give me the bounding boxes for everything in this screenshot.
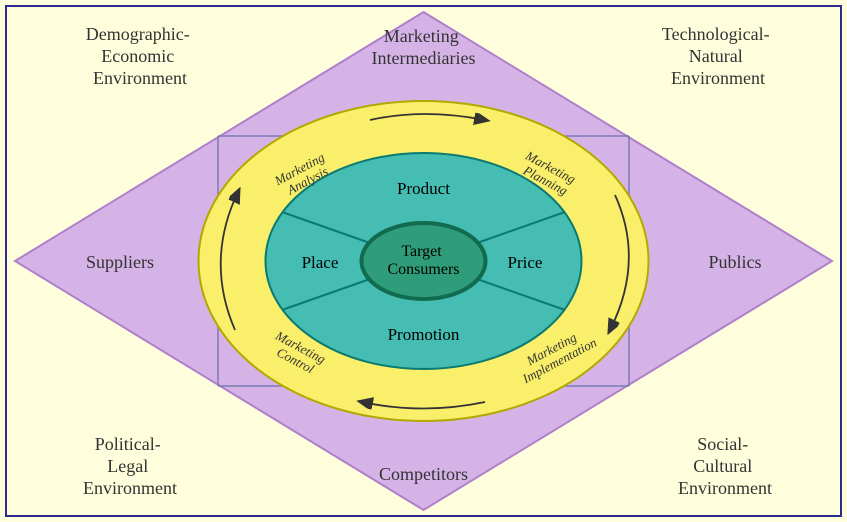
- mix-promotion: Promotion: [388, 325, 460, 344]
- mix-product: Product: [397, 179, 450, 198]
- mix-place: Place: [302, 253, 339, 272]
- marketing-environment-diagram: Demographic- Economic Environment Techno…: [0, 0, 847, 522]
- mix-price: Price: [508, 253, 543, 272]
- diamond-left: Suppliers: [86, 252, 154, 272]
- diamond-bottom: Competitors: [379, 464, 468, 484]
- diamond-right: Publics: [708, 252, 761, 272]
- env-tl: Demographic- Economic Environment: [86, 24, 194, 88]
